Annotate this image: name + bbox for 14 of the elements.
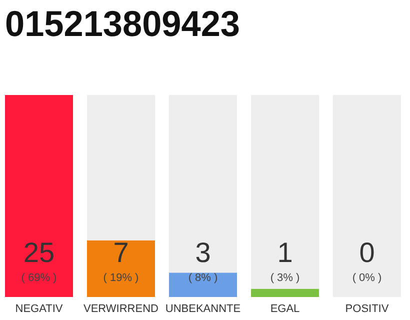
bar	[5, 95, 73, 297]
chart-title: 015213809423	[5, 3, 246, 44]
data-label: 0 ( 0% )	[352, 237, 382, 284]
x-tick-label: UNBEKANNTE	[165, 303, 241, 315]
x-tick-label: POSITIV	[345, 303, 390, 315]
x-tick-label: VERWIRREND	[84, 303, 159, 315]
x-tick-label: NEGATIV	[15, 303, 64, 315]
data-label: 7 ( 19% )	[103, 237, 139, 284]
bar	[251, 288, 319, 297]
bar	[169, 272, 237, 297]
data-label: 1 ( 3% )	[270, 237, 300, 284]
data-label: 25 ( 69% )	[21, 237, 57, 284]
data-label: 3 ( 8% )	[188, 237, 218, 284]
x-tick-label: EGAL	[270, 303, 300, 315]
